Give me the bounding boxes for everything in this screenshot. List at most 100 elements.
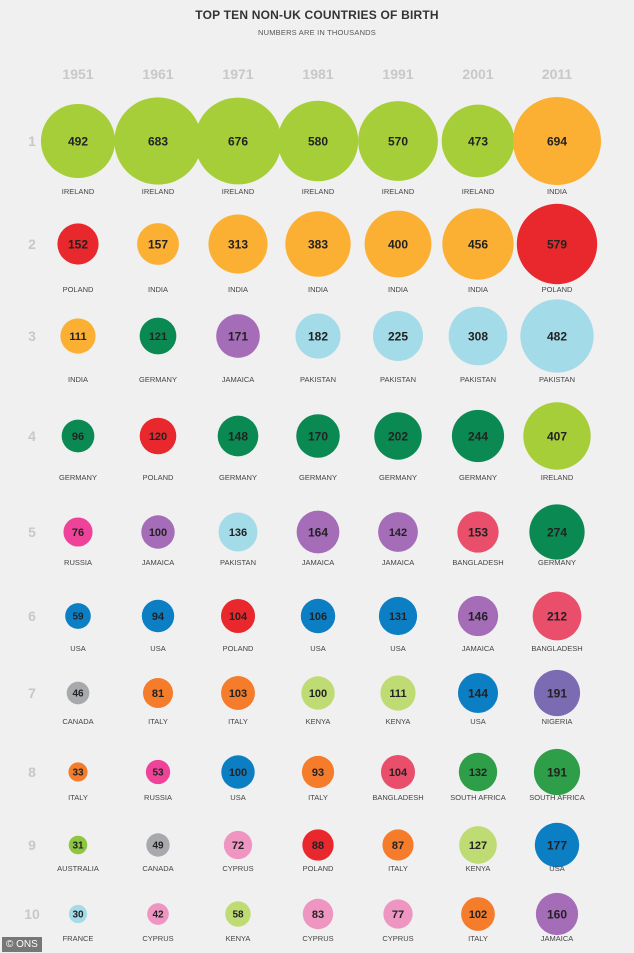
bubble: [295, 313, 341, 359]
bubble: [459, 826, 497, 864]
country-label: JAMAICA: [302, 558, 335, 567]
country-label: GERMANY: [538, 558, 576, 567]
bubble-value: 77: [392, 909, 404, 921]
country-label: ITALY: [468, 934, 488, 943]
country-label: POLAND: [542, 285, 573, 294]
country-label: IRELAND: [142, 187, 175, 196]
bubble: [137, 223, 179, 265]
bubble: [300, 598, 336, 634]
bubble-value: 146: [468, 609, 488, 623]
bubble: [301, 755, 335, 789]
country-label: PAKISTAN: [220, 558, 256, 567]
country-label: FRANCE: [63, 934, 94, 943]
country-label: USA: [70, 644, 85, 653]
country-label: IRELAND: [541, 473, 574, 482]
bubble: [66, 681, 90, 705]
bubble: [221, 676, 255, 710]
bubble-value: 76: [72, 527, 84, 539]
bubble: [535, 892, 579, 936]
bubble: [372, 310, 424, 362]
bubble-value: 160: [547, 907, 567, 921]
bubble-value: 104: [389, 767, 408, 779]
bubble: [57, 223, 99, 265]
bubble-value: 100: [229, 767, 247, 779]
country-label: IRELAND: [222, 187, 255, 196]
country-label: CANADA: [62, 717, 93, 726]
bubble-value: 407: [547, 429, 567, 443]
bubble: [296, 414, 340, 458]
bubble-value: 308: [468, 329, 488, 343]
bubble-value: 225: [388, 329, 408, 343]
bubble: [457, 595, 499, 637]
bubble-value: 244: [468, 429, 488, 443]
bubble-value: 59: [72, 612, 84, 623]
country-label: INDIA: [308, 285, 328, 294]
bubble-value: 131: [389, 611, 407, 623]
bubble-value: 72: [232, 840, 244, 852]
bubble: [374, 412, 422, 460]
bubble: [145, 759, 171, 785]
bubble: [513, 97, 601, 185]
bubble: [221, 755, 255, 789]
bubble: [442, 208, 514, 280]
bubble-value: 142: [389, 527, 407, 539]
country-label: KENYA: [466, 864, 491, 873]
bubble: [441, 104, 515, 178]
country-label: USA: [549, 864, 564, 873]
bubble-value: 274: [547, 525, 567, 539]
bubble: [461, 897, 495, 931]
bubble: [217, 415, 259, 457]
bubble-value: 96: [72, 431, 84, 443]
bubble: [457, 672, 499, 714]
country-label: INDIA: [68, 375, 88, 384]
country-label: POLAND: [303, 864, 334, 873]
bubble-value: 473: [468, 134, 488, 148]
bubble: [218, 512, 258, 552]
bubble-value: 46: [72, 689, 84, 700]
bubble-value: 171: [228, 329, 248, 343]
country-label: ITALY: [148, 717, 168, 726]
bubble-value: 676: [228, 134, 248, 148]
bubble-value: 53: [152, 768, 164, 779]
bubble-value: 683: [148, 134, 168, 148]
bubble: [61, 419, 95, 453]
country-label: POLAND: [143, 473, 174, 482]
rank-label: 2: [28, 236, 36, 252]
bubble-value: 42: [152, 910, 164, 921]
bubble: [378, 512, 418, 552]
bubble-value: 144: [468, 686, 488, 700]
rank-label: 10: [24, 906, 40, 922]
bubble-value: 49: [152, 841, 164, 852]
bubble: [220, 598, 256, 634]
bubble-value: 127: [469, 840, 487, 852]
bubble: [448, 306, 508, 366]
country-label: USA: [150, 644, 165, 653]
country-label: ITALY: [68, 793, 88, 802]
bubble-value: 94: [152, 611, 165, 623]
year-label: 2011: [542, 66, 573, 82]
bubble-value: 191: [547, 686, 567, 700]
country-label: BANGLADESH: [372, 793, 423, 802]
rank-label: 8: [28, 764, 36, 780]
page-subtitle: NUMBERS ARE IN THOUSANDS: [257, 28, 376, 37]
bubble-value: 170: [308, 429, 328, 443]
country-label: POLAND: [63, 285, 94, 294]
bubble: [60, 318, 96, 354]
bubble: [529, 504, 585, 560]
rank-label: 6: [28, 608, 36, 624]
country-label: INDIA: [468, 285, 488, 294]
bubble: [383, 899, 413, 929]
country-label: IRELAND: [382, 187, 415, 196]
country-label: SOUTH AFRICA: [450, 793, 505, 802]
bubble-value: 31: [72, 841, 84, 852]
country-label: IRELAND: [302, 187, 335, 196]
bubble: [302, 829, 334, 861]
bubble-value: 580: [308, 134, 328, 148]
bubble-value: 482: [547, 329, 567, 343]
country-label: INDIA: [148, 285, 168, 294]
bubble: [380, 675, 416, 711]
rank-label: 3: [28, 328, 36, 344]
bubble: [114, 97, 202, 185]
country-label: JAMAICA: [382, 558, 415, 567]
bubble: [457, 511, 499, 553]
